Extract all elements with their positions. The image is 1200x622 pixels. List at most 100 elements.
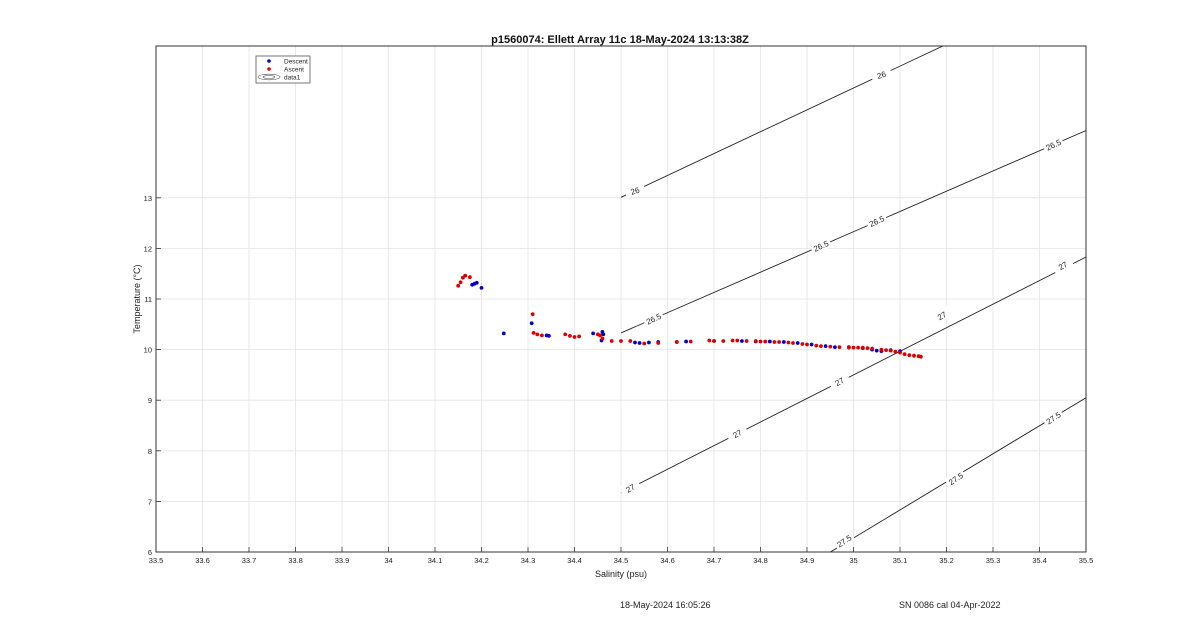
x-tick-label: 33.8 xyxy=(288,556,303,565)
legend-marker-ascent xyxy=(267,67,271,71)
svg-text:26: 26 xyxy=(876,70,888,81)
ascent-point xyxy=(642,341,647,346)
descent-point xyxy=(781,340,786,344)
ascent-point xyxy=(730,338,735,343)
x-tick-label: 34.5 xyxy=(614,556,629,565)
descent-point xyxy=(767,339,772,344)
y-tick-label: 6 xyxy=(148,548,152,557)
chart-title: p1560074: Ellett Array 11c 18-May-2024 1… xyxy=(491,34,749,46)
ascent-point xyxy=(912,353,916,358)
density-contours: 25.526262626.526.526.526.5272727272727.5… xyxy=(618,46,1086,552)
x-tick-label: 34.6 xyxy=(660,556,675,565)
ascent-point xyxy=(758,339,763,344)
descent-point xyxy=(740,339,744,343)
descent-point xyxy=(479,286,484,290)
x-tick-label: 33.9 xyxy=(335,556,350,565)
legend-label: data1 xyxy=(284,75,301,82)
legend-marker-contour-inner xyxy=(262,75,276,79)
ascent-point xyxy=(837,345,842,349)
ascent-point xyxy=(674,340,679,344)
contour-label: 27 xyxy=(1051,255,1074,275)
descent-point xyxy=(637,341,642,345)
descent-point xyxy=(601,332,606,337)
ascent-point xyxy=(744,339,749,343)
ascent-point xyxy=(530,312,535,317)
x-tick-label: 34.3 xyxy=(521,556,536,565)
ascent-point xyxy=(656,341,661,345)
ascent-point xyxy=(898,350,902,355)
ascent-point xyxy=(598,333,602,338)
x-tick-label: 34.4 xyxy=(567,556,582,565)
contour-label: 26 xyxy=(870,66,893,83)
axis-ticks: 33.5 33.6 33.7 33.8 33.9 34 34.1 34.2 34.3 34.4 34… xyxy=(144,194,1094,565)
y-tick-label: 12 xyxy=(144,244,152,253)
ascent-point xyxy=(800,342,805,346)
ascent-point xyxy=(919,354,923,359)
ascent-point xyxy=(772,340,777,344)
contour-label: 27.5 xyxy=(1041,407,1065,428)
descent-point xyxy=(874,348,879,353)
ascent-point xyxy=(577,334,581,339)
x-tick-label: 34.8 xyxy=(753,556,768,565)
contour-label: 27 xyxy=(827,371,851,391)
grid xyxy=(155,46,1087,553)
ascent-point xyxy=(865,346,870,350)
descent-point xyxy=(474,280,479,285)
y-tick-label: 9 xyxy=(148,396,152,405)
ascent-point xyxy=(721,339,726,343)
x-tick-label: 35 xyxy=(849,556,857,565)
contour-label: 26.5 xyxy=(865,211,888,230)
svg-text:26: 26 xyxy=(630,185,642,196)
ascent-point xyxy=(456,283,461,288)
ascent-point xyxy=(814,343,819,348)
y-tick-label: 7 xyxy=(148,497,152,506)
ascent-point xyxy=(870,346,874,351)
descent-point xyxy=(833,345,837,349)
descent-point xyxy=(547,334,551,338)
ascent-point xyxy=(568,334,572,338)
ascent-point xyxy=(856,345,860,350)
descent-point xyxy=(647,340,651,345)
x-tick-label: 34 xyxy=(384,556,392,565)
x-tick-label: 33.5 xyxy=(149,556,164,565)
ascent-point xyxy=(805,342,809,347)
data-points xyxy=(456,273,923,359)
contour-line-26 xyxy=(620,46,944,198)
descent-point xyxy=(633,340,637,345)
ascent-point xyxy=(879,347,884,352)
x-tick-label: 35.4 xyxy=(1032,556,1047,565)
ascent-point xyxy=(458,280,463,285)
contour-label: 26.5 xyxy=(1041,135,1065,154)
descent-point xyxy=(684,339,688,344)
ascent-point xyxy=(884,348,888,352)
ascent-point xyxy=(468,275,472,280)
ascent-point xyxy=(563,332,568,337)
ascent-point xyxy=(572,335,577,339)
ascent-point xyxy=(777,340,781,344)
legend-label: Ascent xyxy=(284,67,304,74)
y-tick-label: 8 xyxy=(148,447,152,456)
y-tick-label: 10 xyxy=(144,346,152,355)
x-tick-label: 33.7 xyxy=(242,556,257,565)
ascent-point xyxy=(851,345,856,350)
contour-label: 27 xyxy=(930,305,953,326)
x-tick-label: 35.5 xyxy=(1079,556,1094,565)
descent-point xyxy=(591,331,595,336)
ascent-point xyxy=(735,338,740,343)
ascent-point xyxy=(535,332,540,337)
ascent-point xyxy=(688,339,693,344)
contour-line-27 xyxy=(620,256,1086,494)
ascent-point xyxy=(707,338,712,343)
x-tick-label: 35.3 xyxy=(986,556,1001,565)
descent-point xyxy=(823,344,828,348)
ascent-point xyxy=(619,339,623,343)
descent-point xyxy=(809,342,814,347)
x-tick-label: 34.2 xyxy=(474,556,489,565)
legend-marker-descent xyxy=(267,59,271,63)
ascent-point xyxy=(888,348,893,353)
x-tick-label: 34.9 xyxy=(800,556,815,565)
ascent-point xyxy=(763,339,768,344)
descent-point xyxy=(529,321,534,326)
